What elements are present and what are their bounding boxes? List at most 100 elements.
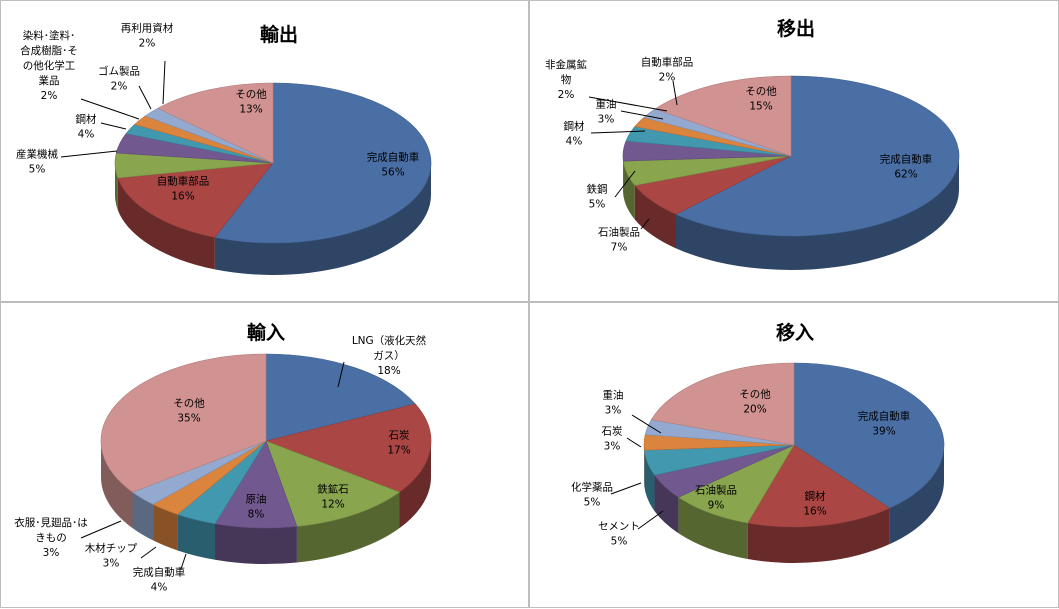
slice-label: 染料･塗料･ 合成樹脂･その他化学工業品 2% (20, 29, 78, 102)
slice-label-text: 衣服･見廻品･は (14, 516, 88, 529)
leader-line (61, 151, 117, 157)
slice-percent: 12% (321, 499, 344, 511)
slice-percent: 17% (387, 445, 410, 457)
slice-percent: 20% (743, 404, 766, 416)
slice-label-text: 完成自動車 (880, 153, 933, 166)
leader-line (139, 86, 151, 109)
slice-label-text: 鋼材 (76, 113, 97, 126)
slice-label-text: 鉄鉱石 (317, 483, 349, 496)
slice-percent: 5% (584, 497, 601, 509)
slice-label-text: 化学薬品 (571, 481, 613, 494)
slice-label-text: 石炭 (602, 426, 623, 438)
leader-line (101, 123, 126, 129)
leader-line (627, 438, 641, 447)
slice-percent: 2% (139, 38, 156, 50)
slice-label-text: きもの (35, 532, 67, 544)
slice-label-text: 染料･塗料･ (23, 29, 76, 42)
chart-title: 輸入 (247, 321, 285, 344)
slice-label-text: の他化学工 (23, 59, 76, 72)
slice-percent: 3% (103, 558, 120, 570)
slice-percent: 9% (708, 500, 725, 512)
slice-percent: 2% (558, 89, 575, 101)
slice-label: 産業機械 5% (16, 148, 58, 176)
slice-label-text: 業品 (39, 74, 60, 87)
slice-label-text: 完成自動車 (133, 566, 186, 579)
slice-label: ゴム製品 2% (98, 65, 140, 93)
slice-label-text: セメント (598, 521, 640, 533)
slice-percent: 3% (605, 405, 622, 417)
slice-label-text: 重油 (603, 389, 624, 402)
pie-chart-export: 輸出 完成自動車 56% 自動車部品 16% 産業機械 5% 鋼材 4% 染料･塗料･ 合成樹脂･… (1, 1, 530, 303)
slice-label: 鋼材 4% (564, 120, 585, 148)
slice-percent: 4% (78, 129, 95, 141)
slice-label: 石炭 3% (602, 426, 623, 453)
slice-label-text: 鉄鋼 (587, 183, 608, 196)
slice-label-text: 完成自動車 (367, 151, 420, 164)
slice-label-text: 鋼材 (564, 120, 585, 133)
slice-percent: 8% (248, 509, 265, 521)
slice-label-text: LNG（液化天然 (352, 334, 427, 347)
slice-label-text: その他 (745, 85, 777, 98)
slice-percent: 16% (171, 191, 194, 203)
slice-label-text: その他 (173, 397, 205, 410)
slice-percent: 35% (177, 413, 200, 425)
slice-percent: 16% (803, 506, 826, 518)
chart-title: 輸出 (260, 23, 298, 46)
slice-percent: 3% (598, 114, 615, 126)
slice-percent: 15% (749, 101, 772, 113)
slice-percent: 3% (43, 547, 60, 559)
slice-label-text: その他 (235, 88, 267, 101)
slice-label-text: ゴム製品 (98, 65, 140, 78)
leader-line (141, 547, 156, 558)
slice-percent: 4% (566, 136, 583, 148)
slice-label-text: 重油 (596, 98, 617, 111)
slice-percent: 39% (872, 426, 895, 438)
slice-percent: 13% (239, 104, 262, 116)
slice-label-text: 原油 (246, 493, 267, 506)
slice-label-text: ガス） (373, 350, 405, 362)
slice-label-text: 石油製品 (695, 484, 737, 497)
slice-label: 石油製品 7% (598, 226, 640, 254)
slice-label: 化学薬品 5% (571, 481, 613, 509)
slice-percent: 5% (29, 164, 46, 176)
slice-label-text: 完成自動車 (858, 410, 911, 423)
leader-line (611, 483, 641, 494)
chart-title: 移入 (776, 321, 814, 344)
slice-percent: 7% (611, 242, 628, 254)
slice-percent: 2% (659, 72, 676, 84)
chart-panel-export: 輸出 完成自動車 56% 自動車部品 16% 産業機械 5% 鋼材 4% 染料･塗料･ 合成樹脂･… (0, 0, 529, 302)
slice-label-text: 鋼材 (805, 490, 826, 503)
chart-title: 移出 (777, 17, 815, 40)
slice-label-text: 産業機械 (16, 148, 58, 161)
slice-label: 衣服･見廻品･はきもの 3% (14, 516, 88, 559)
slice-label: 自動車部品 2% (641, 56, 694, 84)
slice-label-text: 自動車部品 (157, 175, 210, 188)
slice-percent: 62% (894, 169, 917, 181)
slice-label-text: 自動車部品 (641, 56, 694, 69)
slice-label: 完成自動車 4% (133, 566, 186, 594)
slice-label-text: 再利用資材 (121, 22, 174, 35)
slice-percent: 2% (111, 81, 128, 93)
slice-label: 重油 3% (603, 389, 624, 417)
slice-label-text: 合成樹脂･そ (20, 44, 78, 57)
pie-side-原油 (215, 524, 297, 564)
leader-line (163, 61, 165, 104)
slice-label: 再利用資材 2% (121, 22, 174, 50)
slice-label-text: 石油製品 (598, 226, 640, 239)
slice-percent: 4% (151, 582, 168, 594)
leader-line (638, 511, 663, 529)
slice-label-text: その他 (739, 388, 771, 401)
slice-percent: 3% (604, 441, 621, 453)
slice-label-text: 木材チップ (85, 542, 138, 555)
slice-percent: 56% (381, 167, 404, 179)
slice-percent: 2% (41, 90, 58, 102)
slice-label-text: 非金属鉱 (545, 58, 587, 71)
